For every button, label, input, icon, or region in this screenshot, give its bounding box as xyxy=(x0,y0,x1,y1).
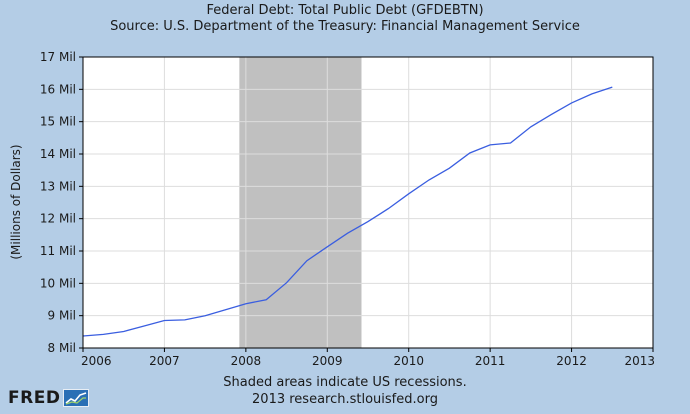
x-tick-label: 2007 xyxy=(149,354,180,368)
x-tick-label: 2008 xyxy=(231,354,262,368)
series-layer xyxy=(82,86,613,337)
grid-layer xyxy=(83,57,653,348)
x-tick-label: 2013 xyxy=(624,354,655,368)
recession-band xyxy=(239,57,362,348)
y-tick-label: 14 Mil xyxy=(40,147,76,161)
footer-note: Shaded areas indicate US recessions. xyxy=(223,375,467,390)
y-tick-label: 13 Mil xyxy=(40,179,76,193)
x-tick-label: 2011 xyxy=(475,354,506,368)
y-tick-label: 9 Mil xyxy=(48,309,76,323)
series-line xyxy=(82,86,613,337)
y-tick-label: 15 Mil xyxy=(40,115,76,129)
y-tick-label: 17 Mil xyxy=(40,50,76,64)
x-tick-label: 2006 xyxy=(81,354,112,368)
plot-border xyxy=(82,56,654,349)
y-tick-label: 8 Mil xyxy=(48,341,76,355)
y-tick-label: 10 Mil xyxy=(40,276,76,290)
y-tick-label: 11 Mil xyxy=(40,244,76,258)
fred-logo[interactable]: FRED xyxy=(8,388,90,408)
y-tick-label: 16 Mil xyxy=(40,82,76,96)
footer-credit[interactable]: 2013 research.stlouisfed.org xyxy=(252,392,438,407)
x-tick-label: 2012 xyxy=(556,354,587,368)
x-tick-label: 2009 xyxy=(312,354,343,368)
chart-title: Federal Debt: Total Public Debt (GFDEBTN… xyxy=(206,3,484,18)
tick-layer: 8 Mil 9 Mil 10 Mil 11 Mil 12 Mil 13 Mil 14 Mil… xyxy=(40,50,655,368)
x-tick-label: 2010 xyxy=(393,354,424,368)
recession-layer xyxy=(239,57,362,348)
chart-line-icon xyxy=(63,389,90,407)
y-axis-label: (Millions of Dollars) xyxy=(9,144,23,259)
plot-area xyxy=(82,56,654,349)
fred-logo-text: FRED xyxy=(8,388,61,408)
chart-subtitle: Source: U.S. Department of the Treasury:… xyxy=(110,19,580,34)
y-tick-label: 12 Mil xyxy=(40,212,76,226)
